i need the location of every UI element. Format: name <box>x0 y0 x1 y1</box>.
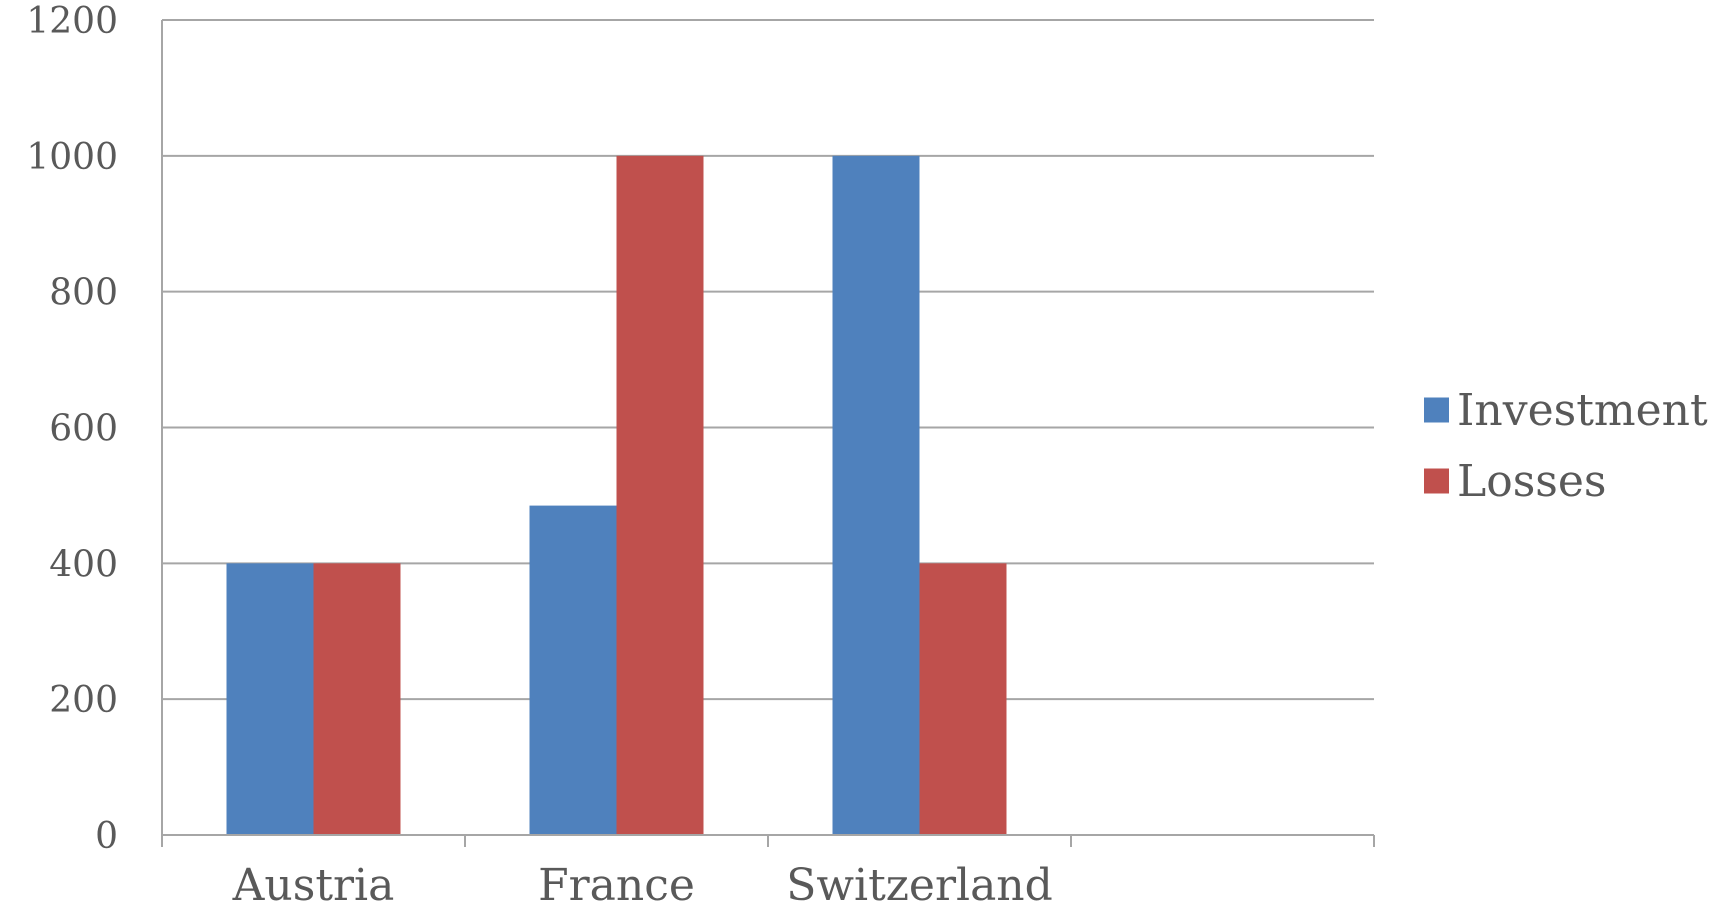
y-tick-label: 1200 <box>26 1 118 42</box>
legend-label-losses: Losses <box>1457 456 1607 507</box>
legend: Investment Losses <box>1424 385 1708 507</box>
y-tick-label: 200 <box>49 680 118 721</box>
legend-swatch-losses <box>1424 469 1449 494</box>
y-axis: 0 200 400 600 800 1000 1200 <box>26 1 162 857</box>
y-tick-label: 600 <box>49 409 118 450</box>
y-tick-label: 1000 <box>26 137 118 178</box>
y-tick-label: 800 <box>49 273 118 314</box>
bar-investment-austria <box>227 563 314 835</box>
legend-swatch-investment <box>1424 398 1449 423</box>
legend-label-investment: Investment <box>1457 385 1708 436</box>
x-category-label: France <box>538 860 695 908</box>
y-tick-label: 400 <box>49 544 118 585</box>
bar-losses-switzerland <box>920 563 1007 835</box>
x-axis: Austria France Switzerland <box>162 835 1374 908</box>
bars <box>227 156 1007 835</box>
bar-investment-switzerland <box>833 156 920 835</box>
y-tick-label: 0 <box>95 816 118 857</box>
bar-losses-austria <box>314 563 401 835</box>
bar-losses-france <box>617 156 704 835</box>
x-category-label: Austria <box>232 860 395 908</box>
bar-investment-france <box>530 506 617 835</box>
x-category-label: Switzerland <box>786 860 1053 908</box>
